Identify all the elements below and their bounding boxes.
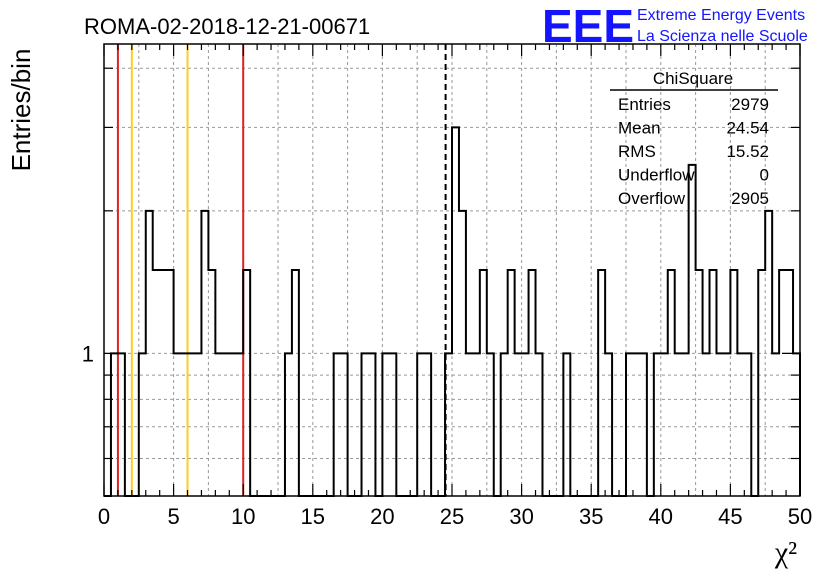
x-tick-label: 40 [649,504,673,529]
stats-row-value: 0 [760,166,769,185]
x-tick-labels: 0 5 10 15 20 25 30 35 40 45 50 [98,504,812,529]
y-tick-label: 1 [82,341,94,366]
y-tick-labels: 1 [82,341,94,366]
x-tick-label: 35 [579,504,603,529]
stats-row-label: Mean [618,119,661,138]
marker-lines [116,44,447,496]
chart-title: ROMA-02-2018-12-21-00671 [84,14,370,39]
x-tick-label: 50 [788,504,812,529]
stats-row-value: 24.54 [726,119,769,138]
y-axis-label: Entries/bin [6,49,36,172]
stats-rows: Entries 2979 Mean 24.54 RMS 15.52 Underflow 0 Ov… [618,95,769,208]
histogram-step-line [104,126,801,497]
stats-row-value: 2905 [731,189,769,208]
x-tick-label: 15 [301,504,325,529]
x-tick-label: 0 [98,504,110,529]
axes [103,43,801,497]
x-tick-label: 10 [231,504,255,529]
stats-row-label: Overflow [618,189,686,208]
x-axis-label: χ² [774,536,797,569]
stats-row-value: 2979 [731,95,769,114]
stats-row-label: Underflow [618,166,695,185]
histogram [104,126,801,497]
eee-logo: EEE Extreme Energy Events La Scienza nel… [542,0,808,52]
x-tick-label: 5 [167,504,179,529]
x-tick-label: 30 [509,504,533,529]
x-tick-label: 45 [718,504,742,529]
stats-row-label: RMS [618,142,656,161]
stats-title: ChiSquare [653,69,733,88]
stats-box: ChiSquare Entries 2979 Mean 24.54 RMS 15.52 Un… [610,69,778,208]
stats-row-value: 15.52 [726,142,769,161]
eee-logo-line1: Extreme Energy Events [637,7,805,24]
x-tick-label: 20 [370,504,394,529]
stats-row-label: Entries [618,95,671,114]
x-tick-label: 25 [440,504,464,529]
eee-logo-line2: La Scienza nelle Scuole [637,28,808,45]
